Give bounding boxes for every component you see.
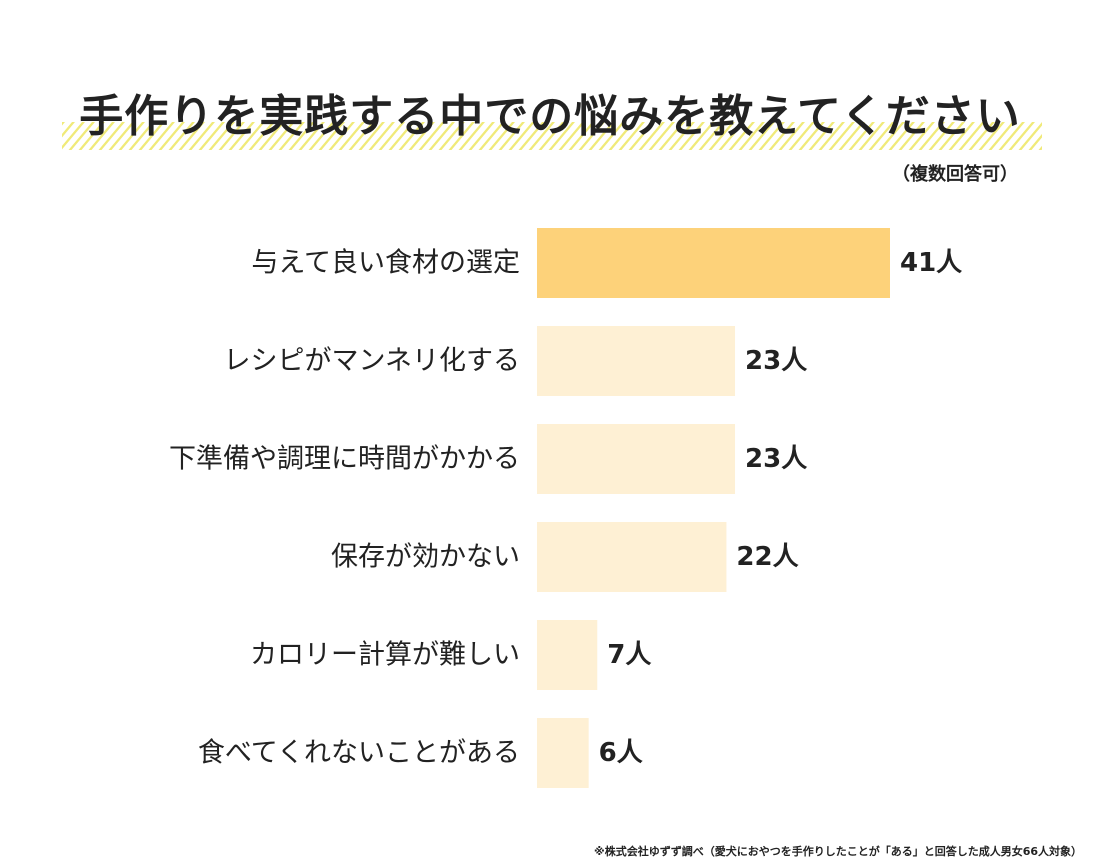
- title-underline-stripe: [62, 122, 1042, 150]
- value-label-4: 7人: [607, 640, 651, 670]
- category-label-3: 保存が効かない: [331, 542, 520, 573]
- category-label-5: 食べてくれないことがある: [198, 738, 520, 769]
- footnote: ※株式会社ゆずず調べ（愛犬におやつを手作りしたことが「ある」と回答した成人男女6…: [594, 845, 1082, 858]
- category-label-1: レシピがマンネリ化する: [224, 346, 520, 377]
- bar-3: [537, 522, 727, 592]
- value-label-0: 41人: [900, 248, 962, 278]
- value-label-3: 22人: [736, 542, 798, 572]
- bar-4: [537, 620, 598, 690]
- bar-5: [537, 718, 589, 788]
- bar-0: [537, 228, 890, 298]
- category-label-2: 下準備や調理に時間がかかる: [169, 444, 520, 475]
- chart-title: 手作りを実践する中での悩みを教えてください: [79, 91, 1021, 142]
- bar-2: [537, 424, 736, 494]
- value-label-5: 6人: [599, 738, 643, 768]
- value-label-1: 23人: [745, 346, 807, 376]
- title-area: 手作りを実践する中での悩みを教えてください: [0, 70, 1100, 160]
- category-label-4: カロリー計算が難しい: [250, 640, 520, 671]
- bar-1: [537, 326, 736, 396]
- value-label-2: 23人: [745, 444, 807, 474]
- category-label-0: 与えて良い食材の選定: [251, 248, 520, 279]
- chart-subtitle: （複数回答可）: [892, 164, 1018, 185]
